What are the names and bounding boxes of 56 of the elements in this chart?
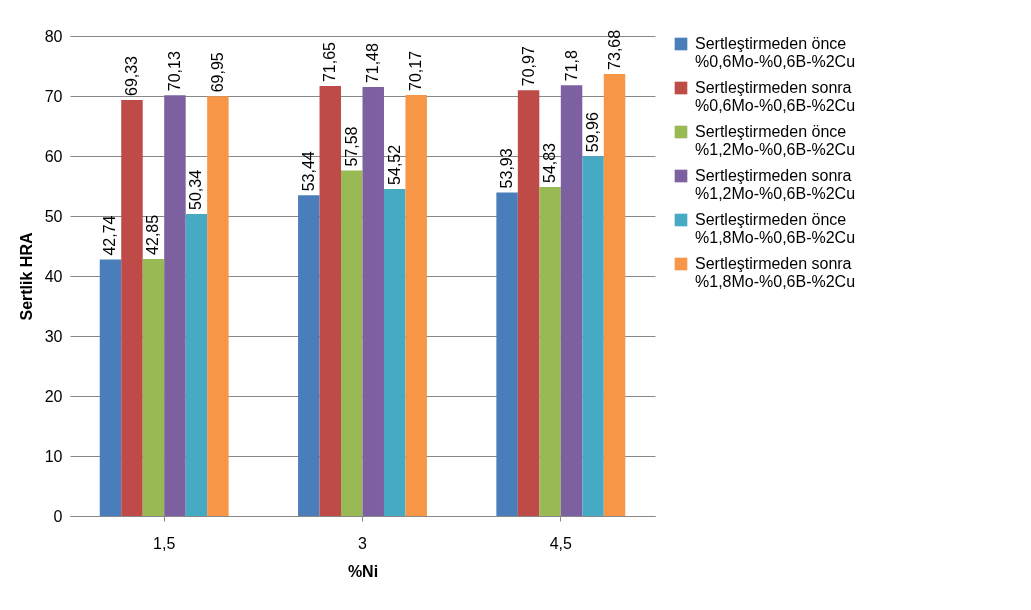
data-label: 42,74 bbox=[101, 215, 119, 256]
bar bbox=[341, 170, 363, 516]
bar bbox=[603, 73, 626, 516]
y-tick-label: 40 bbox=[44, 267, 63, 285]
legend-label: Sertleştirmeden sonra %1,2Mo-%0,6B-%2Cu bbox=[695, 167, 856, 202]
y-tick-label: 60 bbox=[44, 147, 63, 165]
bar bbox=[560, 85, 583, 516]
bar bbox=[539, 187, 561, 516]
y-tick-label: 10 bbox=[44, 447, 63, 465]
data-label: 71,65 bbox=[321, 41, 339, 83]
bar bbox=[362, 87, 384, 516]
data-label: 42,85 bbox=[144, 214, 162, 255]
bar bbox=[582, 156, 604, 516]
data-label: 71,8 bbox=[562, 49, 580, 82]
data-label: 53,44 bbox=[299, 151, 317, 192]
bar bbox=[121, 100, 143, 516]
data-label: 54,52 bbox=[385, 144, 403, 185]
y-axis-title: Sertlik HRA bbox=[17, 232, 35, 321]
data-label: 73,68 bbox=[605, 29, 623, 70]
legend-label: Sertleştirmeden sonra %0,6Mo-%0,6B-%2Cu bbox=[695, 79, 856, 114]
bar bbox=[142, 258, 165, 516]
x-tick-label: 3 bbox=[358, 534, 368, 552]
data-label: 54,83 bbox=[541, 142, 559, 184]
bar bbox=[207, 96, 229, 516]
bar bbox=[496, 192, 518, 516]
bar bbox=[185, 213, 208, 516]
x-axis-title: %Ni bbox=[347, 562, 379, 580]
data-label: 53,93 bbox=[498, 148, 516, 189]
data-label: 69,33 bbox=[122, 55, 140, 97]
bar bbox=[405, 94, 427, 516]
y-tick-label: 50 bbox=[44, 207, 63, 225]
data-label: 59,96 bbox=[584, 112, 602, 153]
bar bbox=[298, 195, 320, 516]
legend-label: Sertleştirmeden önce %1,2Mo-%0,6B-%2Cu bbox=[695, 123, 856, 158]
x-tick-label: 4,5 bbox=[549, 534, 573, 552]
bar bbox=[164, 95, 186, 516]
y-tick-label: 80 bbox=[44, 27, 63, 45]
y-tick-label: 30 bbox=[44, 327, 63, 345]
legend-label: Sertleştirmeden sonra %1,8Mo-%0,6B-%2Cu bbox=[695, 255, 856, 290]
legend-label: Sertleştirmeden önce %0,6Mo-%0,6B-%2Cu bbox=[695, 35, 856, 70]
bar bbox=[383, 188, 406, 516]
legend-label: Sertleştirmeden önce %1,8Mo-%0,6B-%2Cu bbox=[695, 211, 856, 246]
data-label: 70,97 bbox=[519, 46, 537, 87]
y-tick-label: 70 bbox=[44, 87, 63, 105]
bar bbox=[99, 259, 122, 516]
bar bbox=[319, 86, 342, 516]
data-label: 57,58 bbox=[342, 126, 360, 167]
data-label: 70,17 bbox=[407, 50, 425, 91]
x-tick-label: 1,5 bbox=[153, 534, 176, 552]
data-label: 71,48 bbox=[364, 42, 382, 84]
data-label: 50,34 bbox=[187, 169, 205, 210]
y-tick-label: 20 bbox=[44, 387, 63, 405]
y-tick-label: 0 bbox=[53, 507, 63, 525]
data-label: 70,13 bbox=[165, 51, 183, 92]
data-label: 69,95 bbox=[208, 52, 226, 93]
bar bbox=[517, 90, 540, 516]
